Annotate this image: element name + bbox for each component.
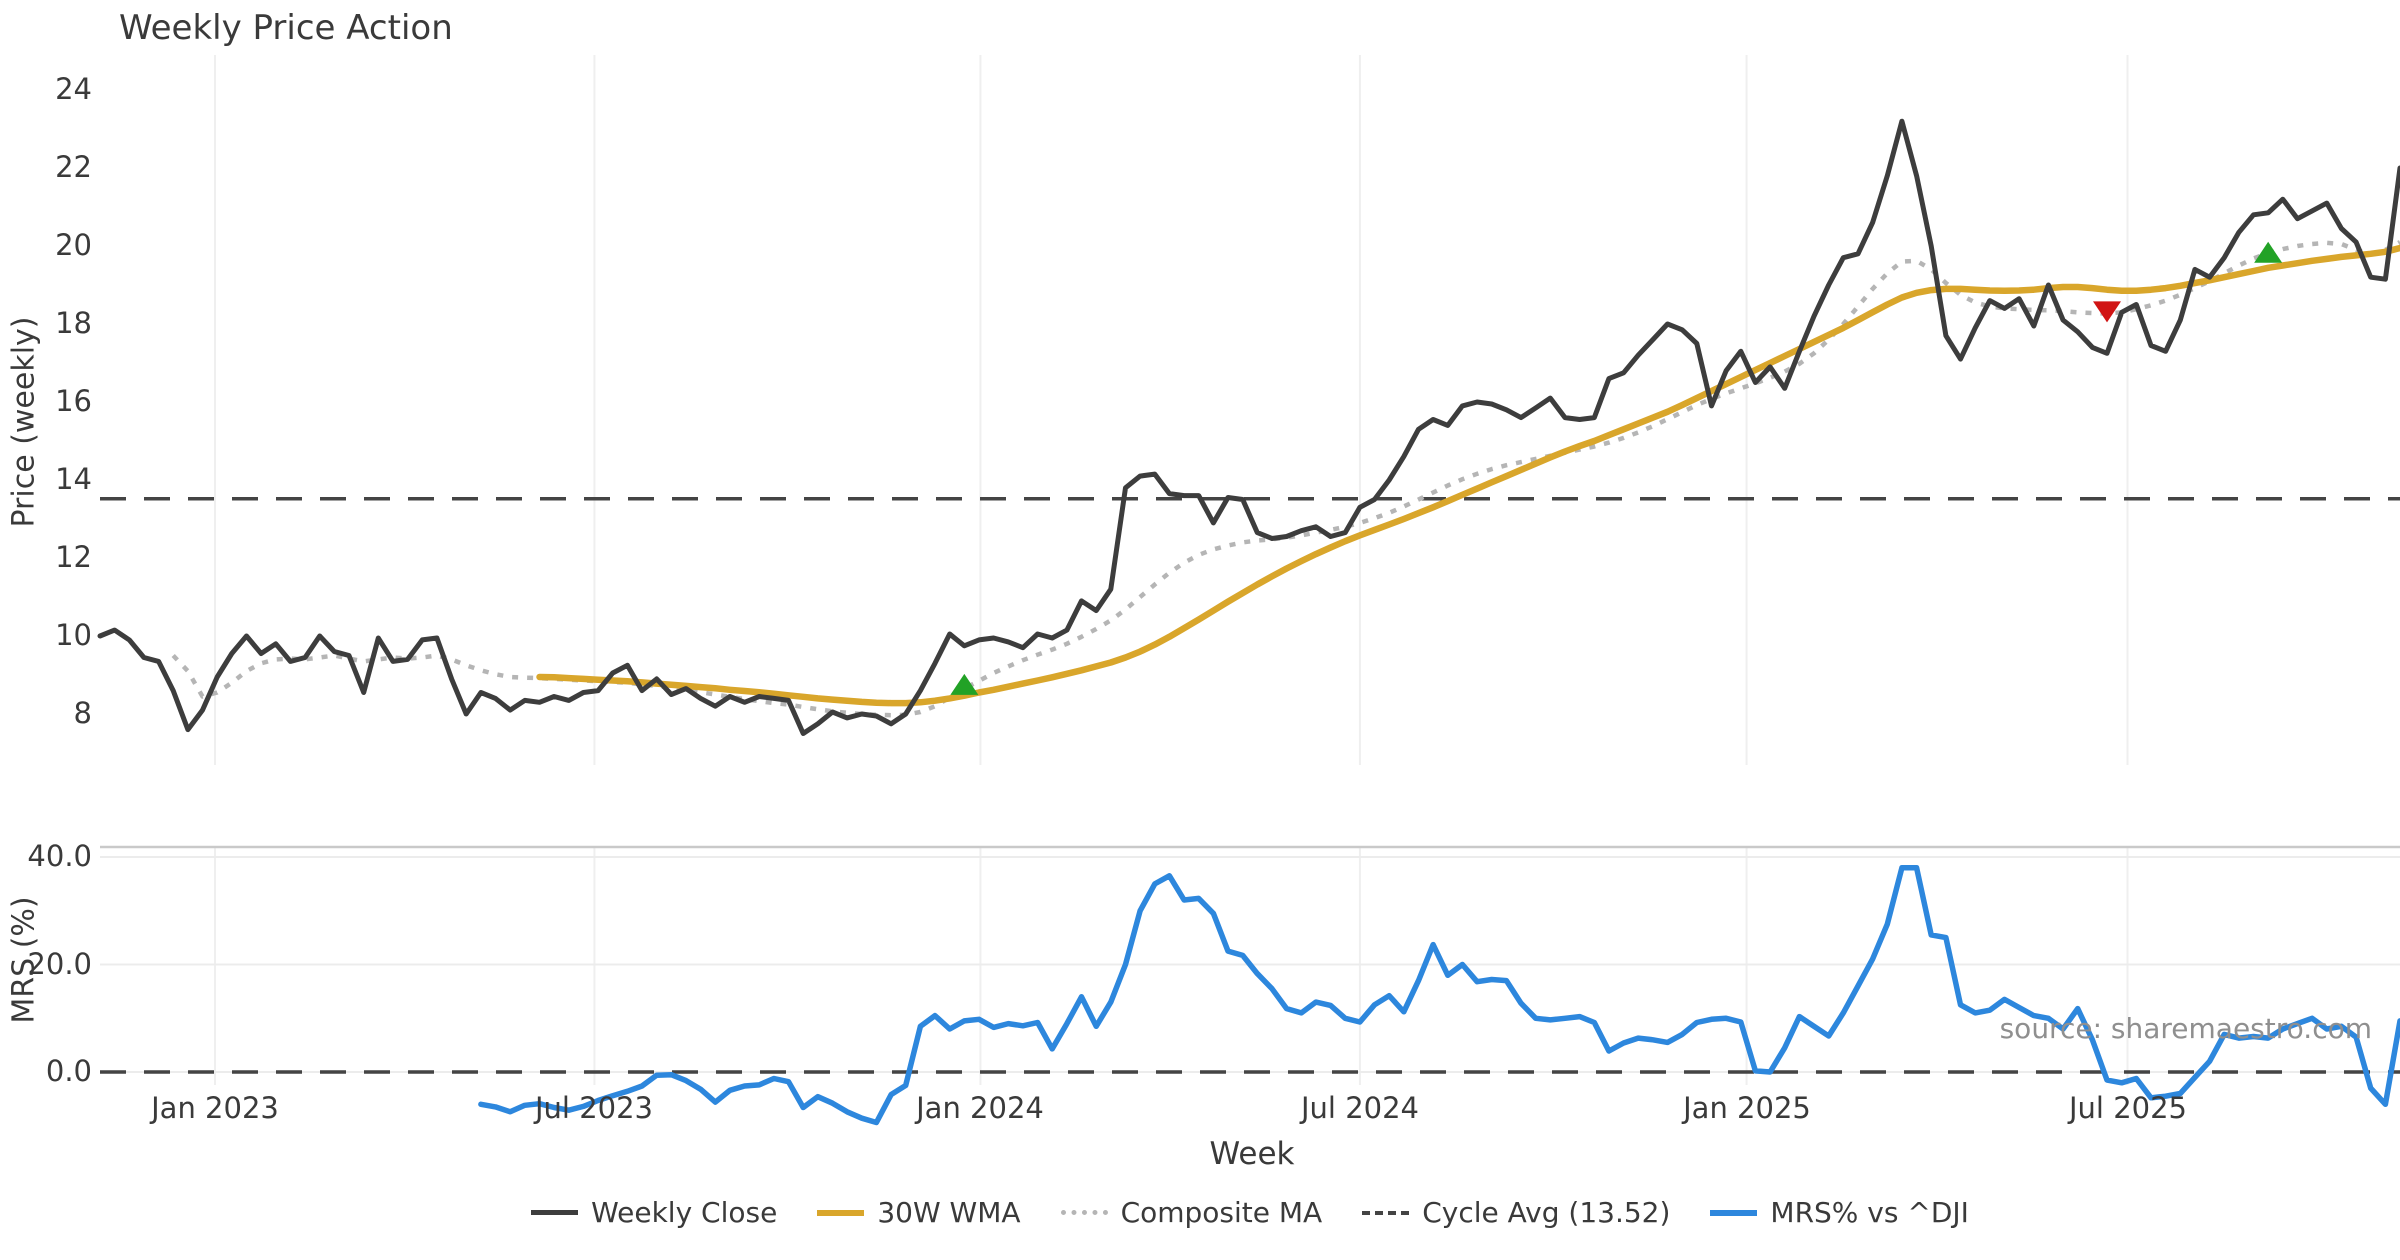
mrs-line-swatch <box>1710 1209 1758 1216</box>
legend-item-mrs: MRS% vs ^DJI <box>1710 1196 1969 1229</box>
x-axis-label: Week <box>1209 1136 1295 1172</box>
x-tick-label: Jul 2025 <box>2068 1091 2187 1125</box>
legend-item-weekly-close: Weekly Close <box>531 1196 777 1229</box>
price-y-tick-label: 16 <box>55 384 92 418</box>
cycle-avg-line-swatch <box>1362 1210 1410 1215</box>
x-tick-label: Jan 2023 <box>151 1091 279 1125</box>
mrs-y-tick-label: 20.0 <box>27 947 92 981</box>
price-y-tick-label: 22 <box>55 150 92 184</box>
price-y-axis-label: Price (weekly) <box>6 316 42 528</box>
x-tick-label: Jan 2025 <box>1683 1091 1811 1125</box>
x-tick-label: Jul 2023 <box>534 1091 653 1125</box>
weekly-close-line-swatch <box>531 1210 579 1215</box>
price-y-tick-label: 14 <box>55 462 92 496</box>
legend-label: Composite MA <box>1120 1196 1323 1229</box>
price-y-tick-label: 8 <box>73 696 92 730</box>
composite-ma-line-swatch <box>1060 1210 1108 1215</box>
legend: Weekly Close 30W WMA Composite MA Cycle … <box>100 1196 2400 1229</box>
source-note: source: sharemaestro.com <box>1999 1012 2372 1045</box>
legend-item-cycle-avg: Cycle Avg (13.52) <box>1362 1196 1670 1229</box>
legend-item-30w-wma: 30W WMA <box>817 1196 1021 1229</box>
price-y-tick-label: 10 <box>55 618 92 652</box>
price-y-tick-label: 12 <box>55 540 92 574</box>
legend-label: Cycle Avg (13.52) <box>1422 1196 1671 1229</box>
x-tick-label: Jan 2024 <box>916 1091 1044 1125</box>
page-title: Weekly Price Action <box>119 8 453 48</box>
mrs-y-tick-label: 0.0 <box>45 1054 92 1088</box>
price-y-tick-label: 18 <box>55 306 92 340</box>
legend-label: Weekly Close <box>591 1196 778 1229</box>
mrs-y-tick-label: 40.0 <box>27 839 92 873</box>
price-y-tick-label: 24 <box>55 72 92 106</box>
legend-item-composite-ma: Composite MA <box>1060 1196 1323 1229</box>
x-tick-label: Jul 2024 <box>1300 1091 1419 1125</box>
legend-label: MRS% vs ^DJI <box>1770 1196 1969 1229</box>
legend-label: 30W WMA <box>877 1196 1021 1229</box>
wma-line-swatch <box>817 1209 865 1216</box>
price-y-tick-label: 20 <box>55 228 92 262</box>
